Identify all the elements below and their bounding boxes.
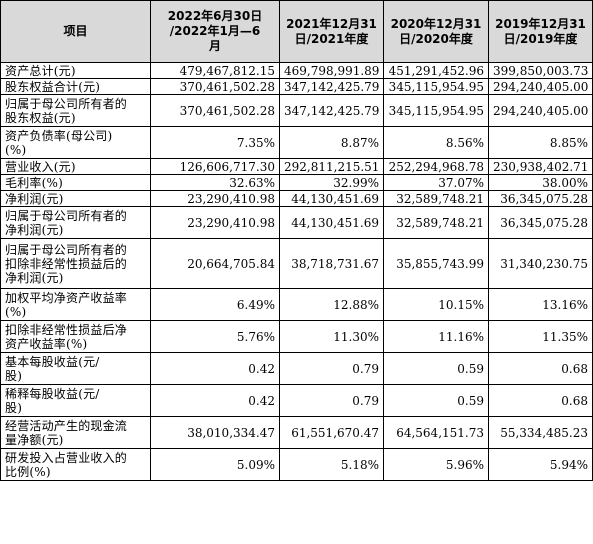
header-2019: 2019年12月31 日/2019年度	[488, 0, 593, 63]
cell-value: 11.35%	[488, 320, 593, 353]
row-label: 稀释每股收益(元/ 股)	[0, 384, 151, 417]
cell-value: 35,855,743.99	[383, 238, 489, 289]
cell-value: 7.35%	[150, 126, 280, 159]
cell-value: 347,142,425.79	[279, 94, 384, 127]
cell-value: 20,664,705.84	[150, 238, 280, 289]
table-row: 扣除非经常性损益后净 资产收益率(%) 5.76% 11.30% 11.16% …	[0, 320, 593, 353]
cell-value: 12.88%	[279, 288, 384, 321]
header-2021: 2021年12月31 日/2021年度	[279, 0, 384, 63]
cell-value: 10.15%	[383, 288, 489, 321]
cell-value: 8.87%	[279, 126, 384, 159]
cell-value: 38,010,334.47	[150, 416, 280, 449]
cell-value: 36,345,075.28	[488, 206, 593, 239]
row-label: 经营活动产生的现金流 量净额(元)	[0, 416, 151, 449]
table-row: 营业收入(元) 126,606,717.30 292,811,215.51 25…	[0, 158, 593, 175]
cell-value: 370,461,502.28	[150, 78, 280, 95]
cell-value: 13.16%	[488, 288, 593, 321]
table-row: 归属于母公司所有者的 股东权益(元) 370,461,502.28 347,14…	[0, 94, 593, 127]
cell-value: 31,340,230.75	[488, 238, 593, 289]
cell-value: 5.09%	[150, 448, 280, 481]
cell-value: 38,718,731.67	[279, 238, 384, 289]
cell-value: 8.85%	[488, 126, 593, 159]
cell-value: 5.76%	[150, 320, 280, 353]
row-label: 扣除非经常性损益后净 资产收益率(%)	[0, 320, 151, 353]
cell-value: 23,290,410.98	[150, 206, 280, 239]
row-label: 营业收入(元)	[0, 158, 151, 175]
table-row: 加权平均净资产收益率 (%) 6.49% 12.88% 10.15% 13.16…	[0, 288, 593, 321]
row-label: 股东权益合计(元)	[0, 78, 151, 95]
cell-value: 11.30%	[279, 320, 384, 353]
table-row: 基本每股收益(元/ 股) 0.42 0.79 0.59 0.68	[0, 352, 593, 385]
cell-value: 32.99%	[279, 174, 384, 191]
cell-value: 0.68	[488, 352, 593, 385]
cell-value: 126,606,717.30	[150, 158, 280, 175]
table-row: 资产总计(元) 479,467,812.15 469,798,991.89 45…	[0, 62, 593, 79]
row-label: 资产总计(元)	[0, 62, 151, 79]
table-row: 股东权益合计(元) 370,461,502.28 347,142,425.79 …	[0, 78, 593, 95]
cell-value: 44,130,451.69	[279, 206, 384, 239]
cell-value: 0.59	[383, 384, 489, 417]
row-label: 基本每股收益(元/ 股)	[0, 352, 151, 385]
cell-value: 0.42	[150, 352, 280, 385]
cell-value: 32,589,748.21	[383, 190, 489, 207]
row-label: 归属于母公司所有者的 股东权益(元)	[0, 94, 151, 127]
cell-value: 345,115,954.95	[383, 78, 489, 95]
table-row: 净利润(元) 23,290,410.98 44,130,451.69 32,58…	[0, 190, 593, 207]
table-row: 毛利率(%) 32.63% 32.99% 37.07% 38.00%	[0, 174, 593, 191]
cell-value: 55,334,485.23	[488, 416, 593, 449]
row-label: 资产负债率(母公司) (%)	[0, 126, 151, 159]
header-item: 项目	[0, 0, 151, 63]
cell-value: 399,850,003.73	[488, 62, 593, 79]
cell-value: 294,240,405.00	[488, 78, 593, 95]
row-label: 归属于母公司所有者的 净利润(元)	[0, 206, 151, 239]
cell-value: 32,589,748.21	[383, 206, 489, 239]
cell-value: 61,551,670.47	[279, 416, 384, 449]
cell-value: 292,811,215.51	[279, 158, 384, 175]
row-label: 研发投入占营业收入的 比例(%)	[0, 448, 151, 481]
header-row: 项目 2022年6月30日 /2022年1月—6 月 2021年12月31 日/…	[0, 0, 593, 63]
cell-value: 0.42	[150, 384, 280, 417]
cell-value: 44,130,451.69	[279, 190, 384, 207]
row-label: 加权平均净资产收益率 (%)	[0, 288, 151, 321]
table-row: 归属于母公司所有者的 净利润(元) 23,290,410.98 44,130,4…	[0, 206, 593, 239]
cell-value: 252,294,968.78	[383, 158, 489, 175]
row-label: 归属于母公司所有者的 扣除非经常性损益后的 净利润(元)	[0, 238, 151, 289]
cell-value: 8.56%	[383, 126, 489, 159]
cell-value: 0.68	[488, 384, 593, 417]
header-2020: 2020年12月31 日/2020年度	[383, 0, 489, 63]
cell-value: 451,291,452.96	[383, 62, 489, 79]
cell-value: 230,938,402.71	[488, 158, 593, 175]
financial-summary-table: 项目 2022年6月30日 /2022年1月—6 月 2021年12月31 日/…	[0, 0, 593, 481]
table-row: 归属于母公司所有者的 扣除非经常性损益后的 净利润(元) 20,664,705.…	[0, 238, 593, 289]
cell-value: 469,798,991.89	[279, 62, 384, 79]
cell-value: 345,115,954.95	[383, 94, 489, 127]
cell-value: 0.59	[383, 352, 489, 385]
table-row: 资产负债率(母公司) (%) 7.35% 8.87% 8.56% 8.85%	[0, 126, 593, 159]
cell-value: 0.79	[279, 352, 384, 385]
row-label: 净利润(元)	[0, 190, 151, 207]
cell-value: 32.63%	[150, 174, 280, 191]
cell-value: 347,142,425.79	[279, 78, 384, 95]
cell-value: 23,290,410.98	[150, 190, 280, 207]
cell-value: 36,345,075.28	[488, 190, 593, 207]
cell-value: 5.18%	[279, 448, 384, 481]
cell-value: 37.07%	[383, 174, 489, 191]
cell-value: 479,467,812.15	[150, 62, 280, 79]
row-label: 毛利率(%)	[0, 174, 151, 191]
table-row: 研发投入占营业收入的 比例(%) 5.09% 5.18% 5.96% 5.94%	[0, 448, 593, 481]
header-2022h1: 2022年6月30日 /2022年1月—6 月	[150, 0, 280, 63]
cell-value: 5.94%	[488, 448, 593, 481]
table-row: 经营活动产生的现金流 量净额(元) 38,010,334.47 61,551,6…	[0, 416, 593, 449]
cell-value: 38.00%	[488, 174, 593, 191]
cell-value: 294,240,405.00	[488, 94, 593, 127]
table-row: 稀释每股收益(元/ 股) 0.42 0.79 0.59 0.68	[0, 384, 593, 417]
cell-value: 64,564,151.73	[383, 416, 489, 449]
cell-value: 370,461,502.28	[150, 94, 280, 127]
cell-value: 11.16%	[383, 320, 489, 353]
cell-value: 0.79	[279, 384, 384, 417]
cell-value: 5.96%	[383, 448, 489, 481]
cell-value: 6.49%	[150, 288, 280, 321]
